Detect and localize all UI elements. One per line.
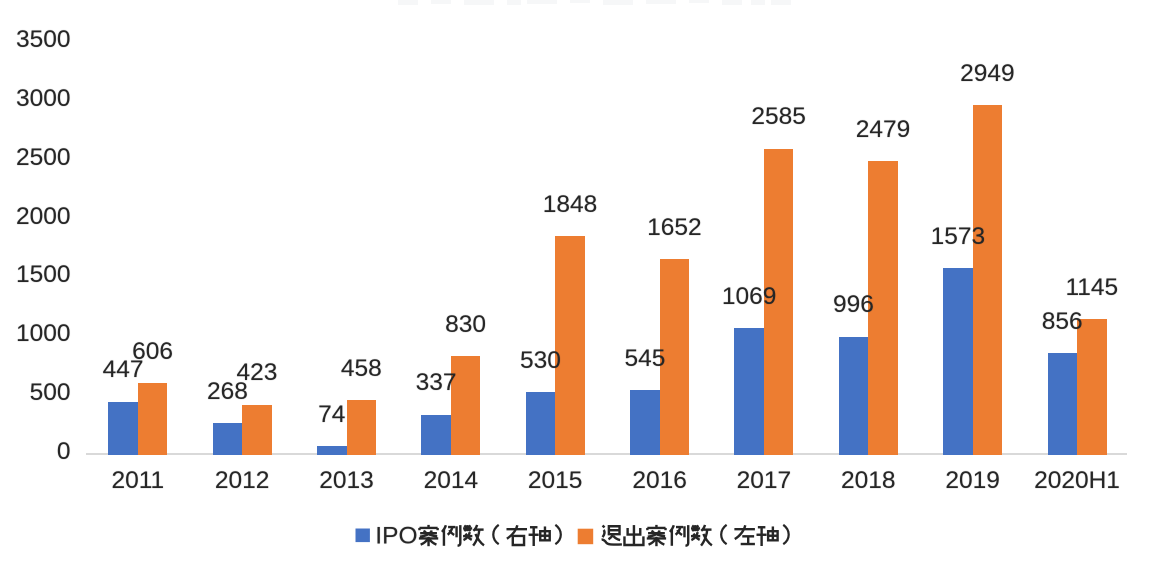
svg-text:IPO: IPO <box>375 523 417 550</box>
